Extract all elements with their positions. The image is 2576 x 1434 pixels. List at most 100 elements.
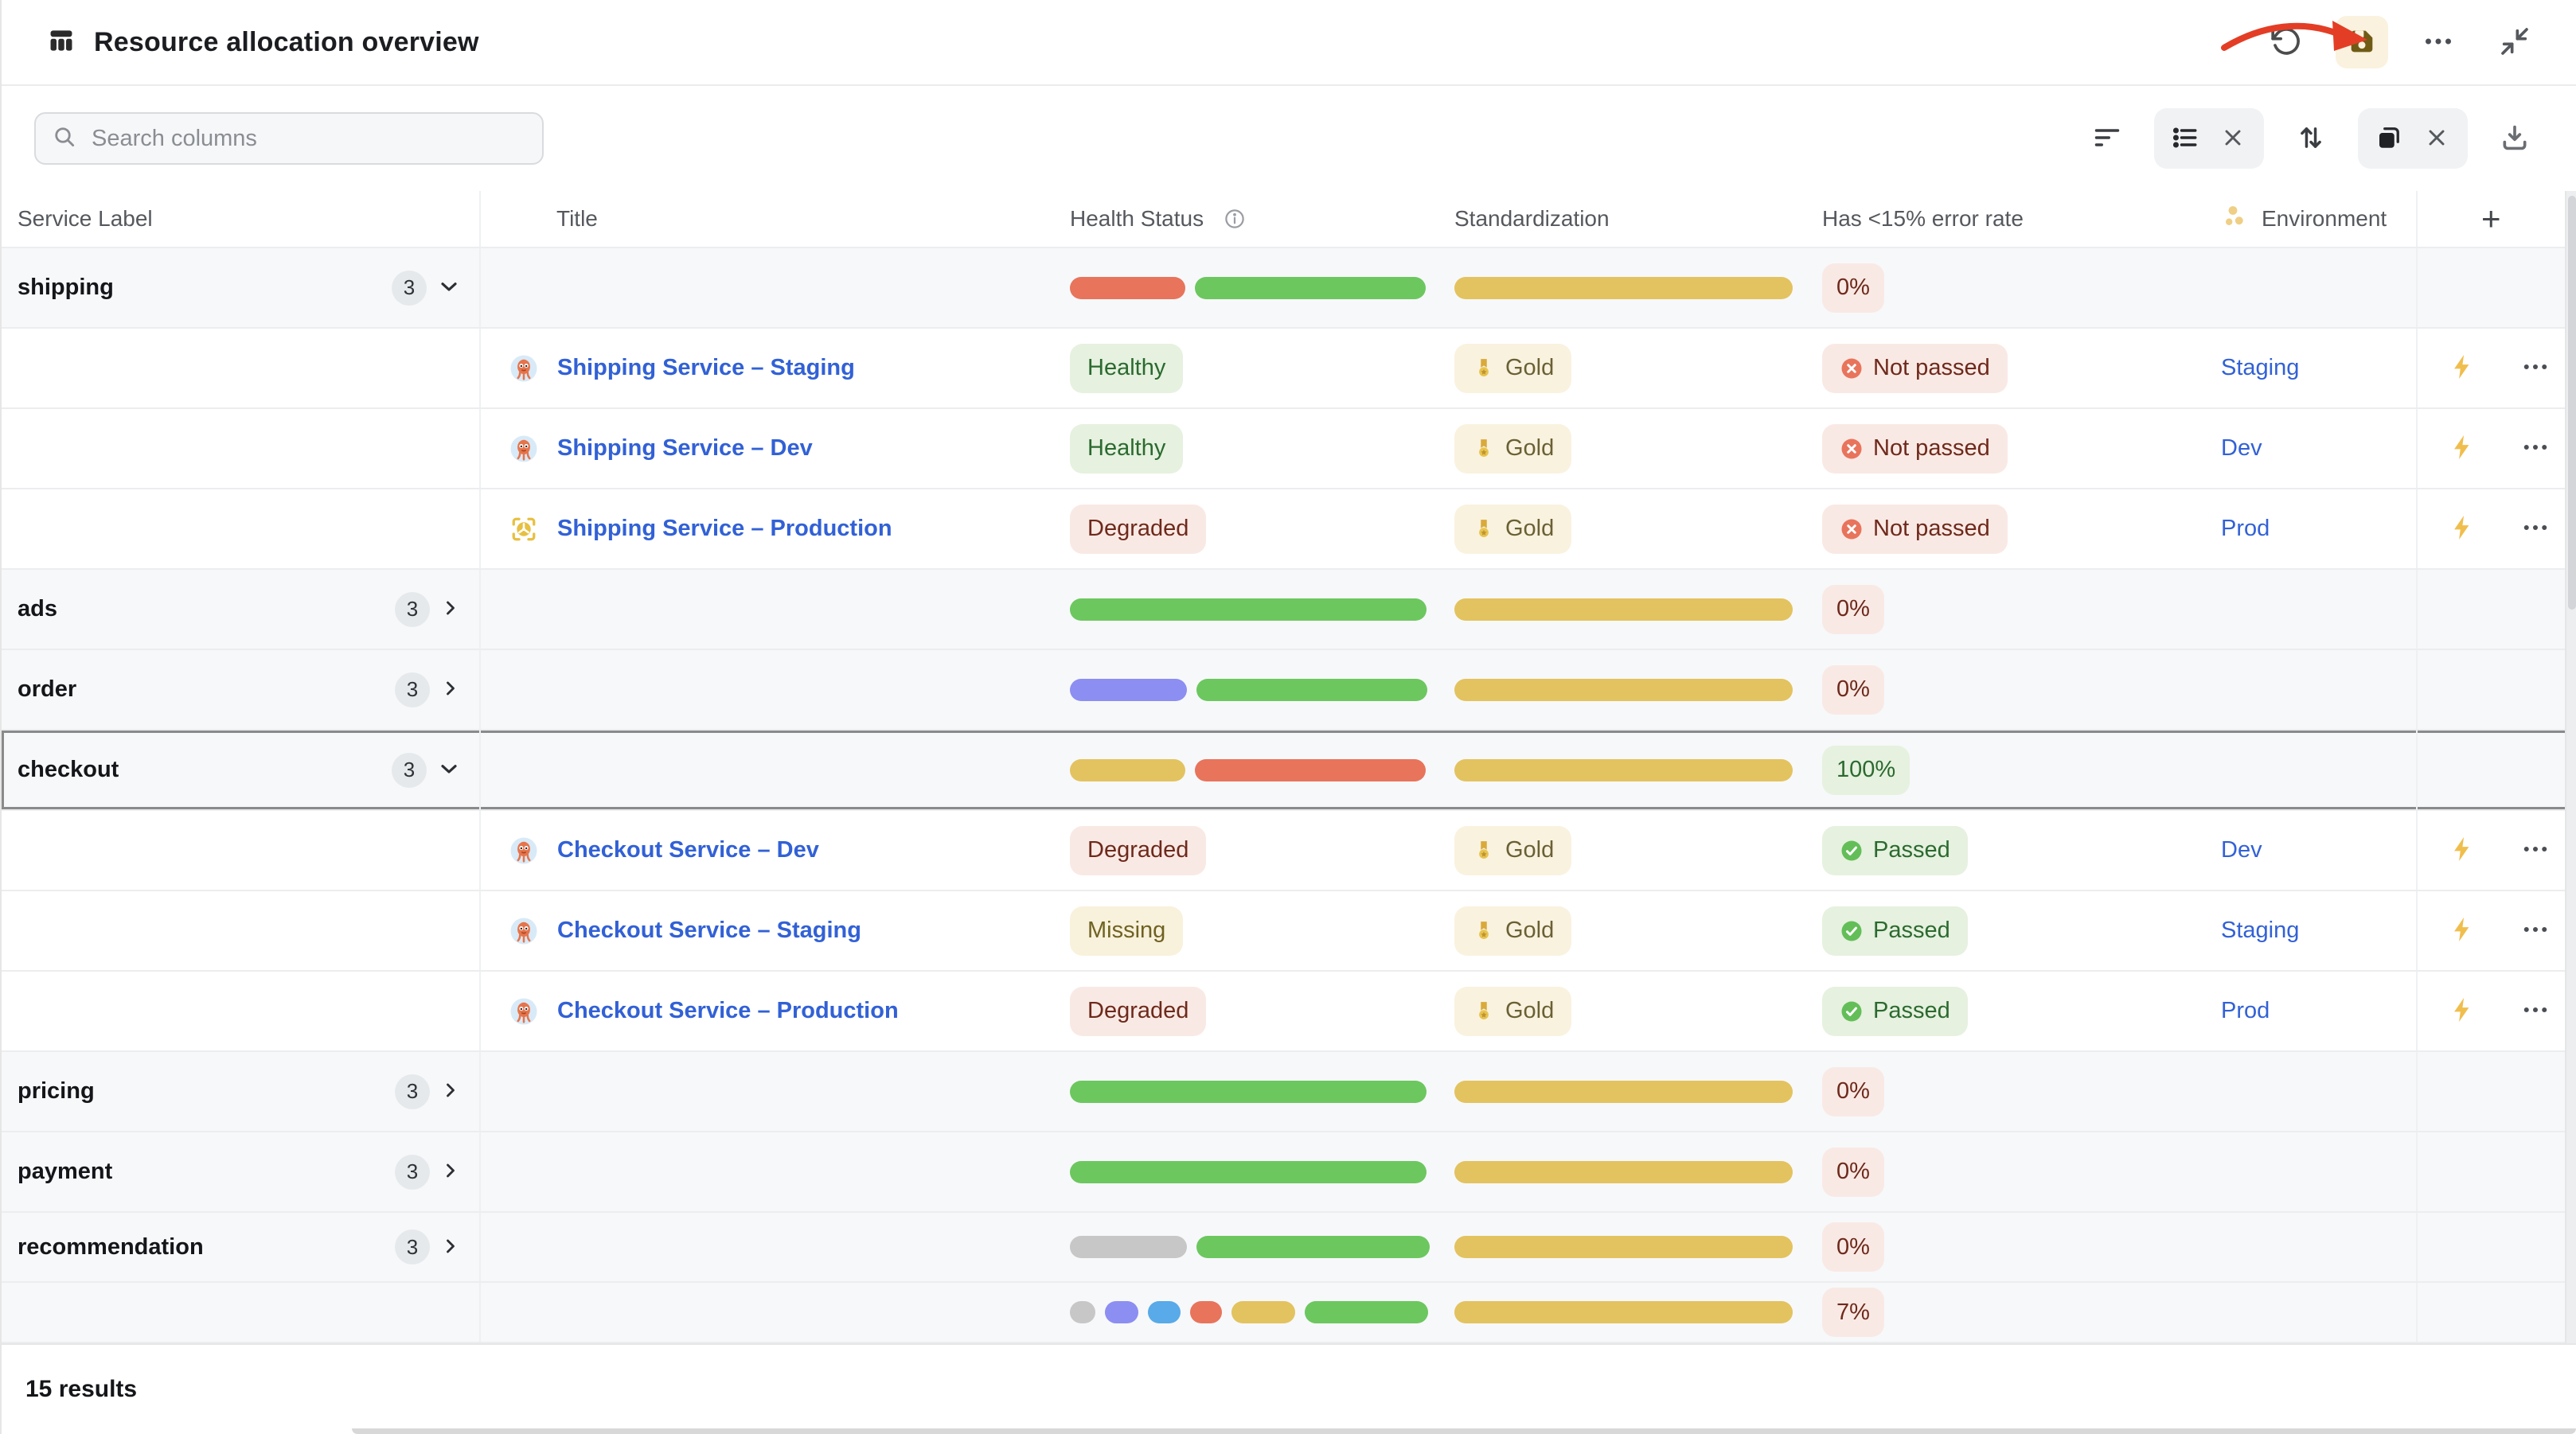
- window-bottom-edge: [352, 1428, 2576, 1434]
- standardization-badge: Gold: [1454, 504, 1572, 554]
- clear-list-view-button[interactable]: [2213, 112, 2253, 165]
- col-header-environment[interactable]: Environment: [2143, 191, 2418, 247]
- col-header-title[interactable]: Title: [556, 206, 598, 231]
- health-status-badge: Degraded: [1070, 986, 1207, 1036]
- progress-bar: [1070, 1080, 1427, 1103]
- group-count-badge: 3: [392, 752, 427, 788]
- expand-group-button[interactable]: [439, 1159, 462, 1184]
- group-row-order[interactable]: order 3 0%: [2, 650, 2576, 731]
- info-icon[interactable]: [1223, 207, 1247, 231]
- add-column-button[interactable]: +: [2418, 191, 2576, 247]
- col-header-service-label[interactable]: Service Label: [2, 191, 481, 247]
- clear-duplicate-button[interactable]: [2417, 112, 2457, 165]
- row-menu-button[interactable]: [2521, 433, 2550, 464]
- duplicate-button[interactable]: [2369, 112, 2409, 165]
- expand-group-button[interactable]: [439, 1079, 462, 1104]
- octopus-icon: [509, 434, 538, 463]
- ellipsis-icon: [2521, 996, 2550, 1027]
- environment-link[interactable]: Dev: [2221, 837, 2262, 863]
- octopus-icon: [509, 354, 538, 383]
- quick-action-button[interactable]: [2448, 353, 2476, 384]
- lightning-icon: [2448, 513, 2476, 544]
- row-menu-button[interactable]: [2521, 996, 2550, 1027]
- vertical-scrollbar[interactable]: [2565, 191, 2576, 1343]
- quick-action-button[interactable]: [2448, 915, 2476, 946]
- quick-action-button[interactable]: [2448, 835, 2476, 866]
- service-row[interactable]: Checkout Service – Staging Missing Gold …: [2, 891, 2576, 972]
- table-header-row: Service Label Title Health Status Standa…: [2, 191, 2576, 248]
- progress-bar: [1070, 1236, 1430, 1258]
- bar-segment-green: [1070, 598, 1427, 621]
- row-menu-button[interactable]: [2521, 915, 2550, 946]
- service-title-link[interactable]: Shipping Service – Dev: [557, 435, 813, 461]
- quick-action-button[interactable]: [2448, 996, 2476, 1027]
- service-row[interactable]: Shipping Service – Dev Healthy Gold Not …: [2, 409, 2576, 489]
- quick-action-button[interactable]: [2448, 433, 2476, 464]
- sort-button[interactable]: [2285, 112, 2337, 165]
- health-status-badge: Degraded: [1070, 504, 1207, 554]
- service-title-link[interactable]: Checkout Service – Staging: [557, 918, 861, 943]
- results-count: 15 results: [25, 1376, 138, 1402]
- environment-link[interactable]: Dev: [2221, 435, 2262, 461]
- row-menu-button[interactable]: [2521, 513, 2550, 544]
- health-status-badge: Healthy: [1070, 423, 1184, 473]
- filter-button[interactable]: [2081, 112, 2133, 165]
- health-status-badge: Degraded: [1070, 825, 1207, 875]
- col-header-standardization[interactable]: Standardization: [1454, 206, 1610, 231]
- search-input[interactable]: [90, 124, 526, 153]
- progress-bar: [1454, 276, 1793, 299]
- table-app-icon: [46, 25, 76, 60]
- collapse-group-button[interactable]: [436, 274, 462, 302]
- ellipsis-icon: [2521, 433, 2550, 464]
- more-options-button[interactable]: [2412, 16, 2465, 68]
- search-box[interactable]: [34, 112, 544, 165]
- service-title-link[interactable]: Checkout Service – Production: [557, 998, 899, 1023]
- service-row[interactable]: Shipping Service – Staging Healthy Gold …: [2, 329, 2576, 409]
- service-row[interactable]: Shipping Service – Production Degraded G…: [2, 489, 2576, 570]
- error-rate-check-badge: Not passed: [1822, 343, 2008, 393]
- row-menu-button[interactable]: [2521, 835, 2550, 866]
- error-rate-badge: 100%: [1822, 745, 1911, 795]
- col-header-error-rate[interactable]: Has <15% error rate: [1822, 206, 2024, 231]
- table-footer: 15 results: [2, 1343, 2576, 1434]
- group-row-payment[interactable]: payment 3 0%: [2, 1132, 2576, 1213]
- chevron-right-icon: [439, 677, 462, 702]
- environment-link[interactable]: Prod: [2221, 998, 2270, 1023]
- error-rate-check-badge: Passed: [1822, 986, 1968, 1036]
- error-rate-badge: 7%: [1822, 1288, 1884, 1337]
- table-toolbar: [2, 86, 2576, 191]
- minimize-button[interactable]: [2488, 16, 2541, 68]
- standardization-badge: Gold: [1454, 906, 1572, 956]
- collapse-group-button[interactable]: [436, 756, 462, 784]
- expand-group-button[interactable]: [439, 597, 462, 622]
- error-rate-check-badge: Not passed: [1822, 504, 2008, 554]
- error-rate-check-badge: Not passed: [1822, 423, 2008, 473]
- bar-segment-yellow: [1070, 758, 1185, 781]
- group-label: payment: [18, 1159, 113, 1184]
- service-title-link[interactable]: Shipping Service – Production: [557, 516, 892, 541]
- service-title-link[interactable]: Checkout Service – Dev: [557, 837, 819, 863]
- col-header-health-status[interactable]: Health Status: [1060, 191, 1442, 247]
- quick-action-button[interactable]: [2448, 513, 2476, 544]
- group-row-shipping[interactable]: shipping 3 0%: [2, 248, 2576, 329]
- service-row[interactable]: Checkout Service – Dev Degraded Gold Pas…: [2, 811, 2576, 891]
- group-row-recommendation[interactable]: recommendation 3 0%: [2, 1213, 2576, 1283]
- row-menu-button[interactable]: [2521, 353, 2550, 384]
- save-button[interactable]: [2336, 16, 2388, 68]
- group-row-pricing[interactable]: pricing 3 0%: [2, 1052, 2576, 1132]
- bar-segment-yellow: [1454, 276, 1793, 299]
- expand-group-button[interactable]: [439, 677, 462, 702]
- environment-link[interactable]: Prod: [2221, 516, 2270, 541]
- service-title-link[interactable]: Shipping Service – Staging: [557, 355, 855, 380]
- group-row-checkout[interactable]: checkout 3 100%: [2, 731, 2576, 811]
- group-row-ads[interactable]: ads 3 0%: [2, 570, 2576, 650]
- bar-segment-yellow: [1231, 1301, 1295, 1323]
- environment-link[interactable]: Staging: [2221, 355, 2300, 380]
- undo-button[interactable]: [2259, 16, 2312, 68]
- expand-group-button[interactable]: [439, 1235, 462, 1260]
- list-view-button[interactable]: [2165, 112, 2205, 165]
- service-row[interactable]: Checkout Service – Production Degraded G…: [2, 972, 2576, 1052]
- environment-link[interactable]: Staging: [2221, 918, 2300, 943]
- download-button[interactable]: [2488, 112, 2541, 165]
- progress-bar: [1454, 1301, 1793, 1323]
